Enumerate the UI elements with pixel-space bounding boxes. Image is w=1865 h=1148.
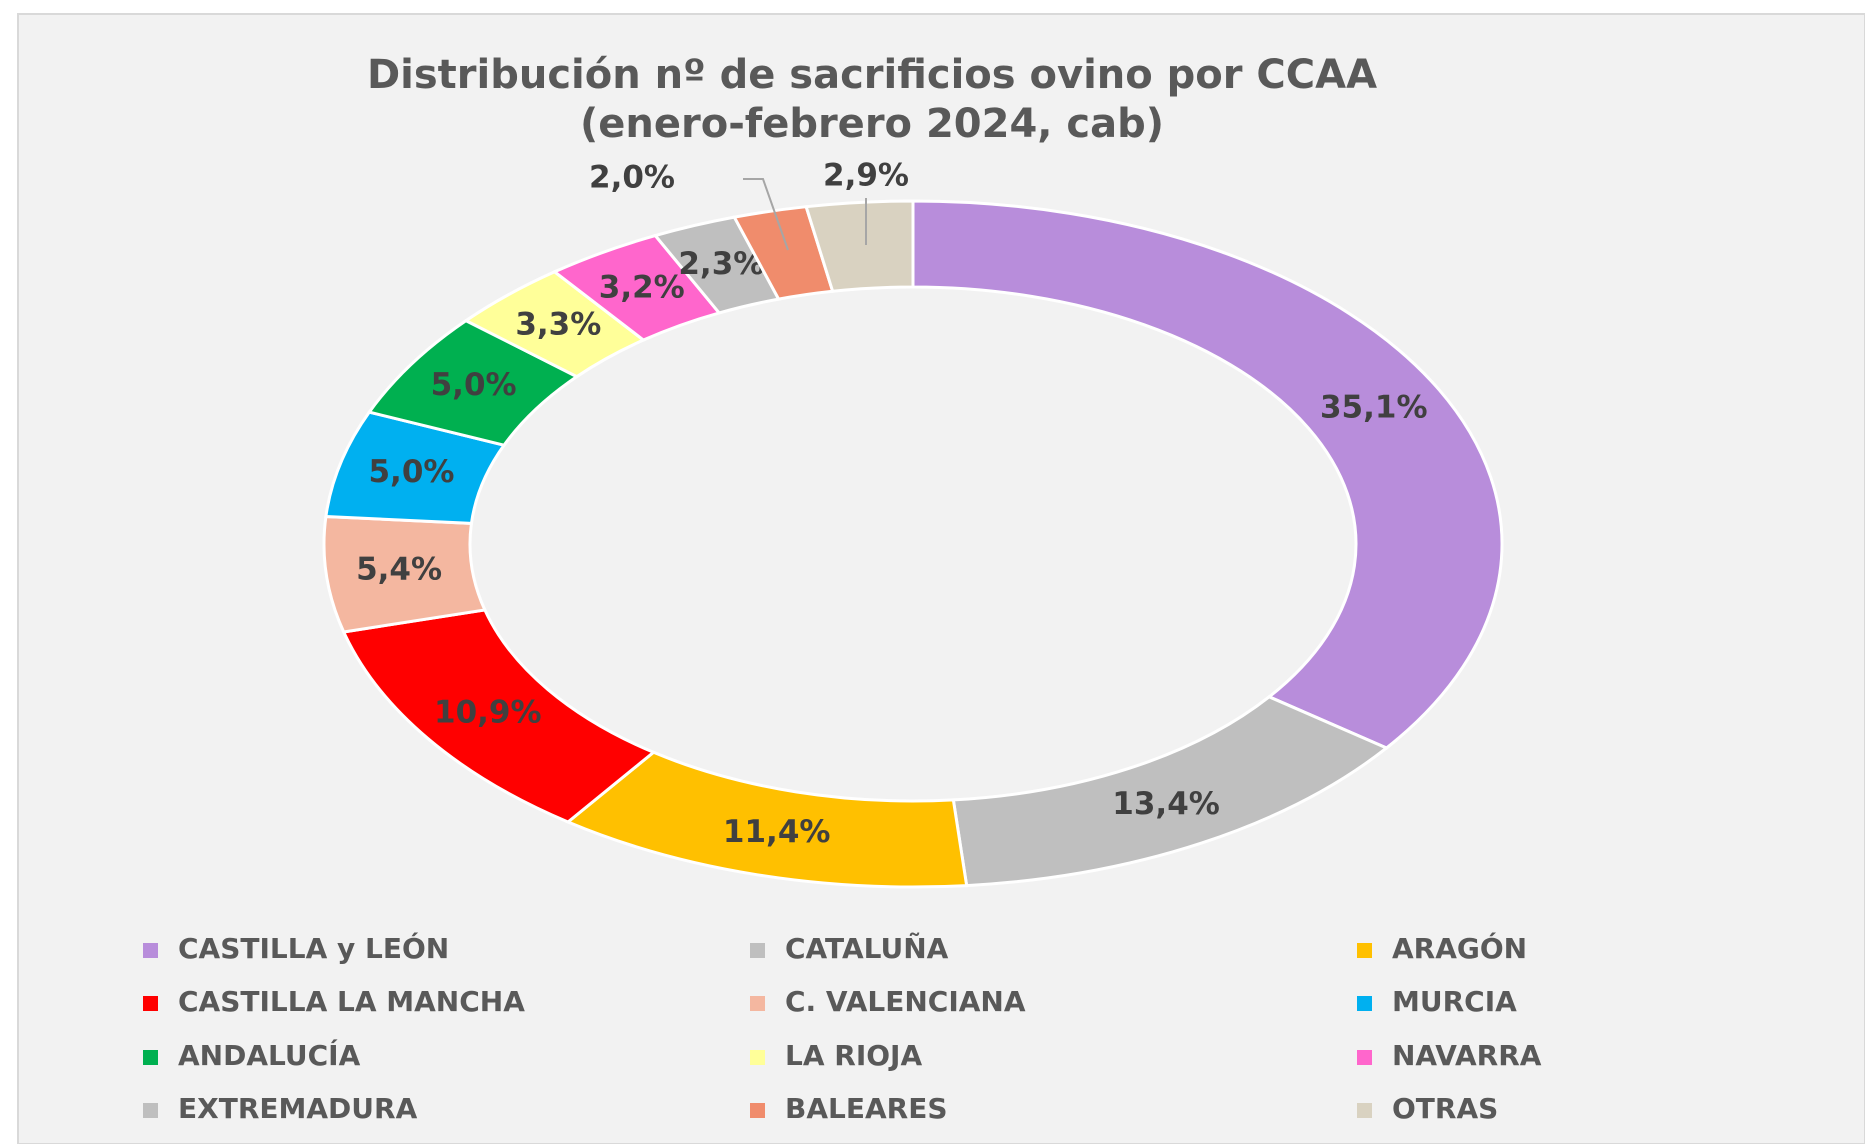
data-label: 2,3% xyxy=(678,246,764,282)
legend-label: BALEARES xyxy=(785,1092,948,1125)
legend-swatch xyxy=(750,1103,765,1118)
legend-swatch xyxy=(1357,1103,1372,1118)
legend-label: C. VALENCIANA xyxy=(785,985,1026,1018)
legend-label: ARAGÓN xyxy=(1392,931,1527,965)
legend-swatch xyxy=(750,943,765,958)
legend-swatch xyxy=(750,1050,765,1065)
data-label: 10,9% xyxy=(434,694,542,730)
legend-swatch xyxy=(1357,996,1372,1011)
legend-label: NAVARRA xyxy=(1392,1039,1542,1072)
legend-swatch xyxy=(1357,943,1372,958)
data-label: 35,1% xyxy=(1320,389,1428,425)
chart-title: Distribución nº de sacrificios ovino por… xyxy=(367,52,1377,98)
chart-area xyxy=(17,13,1865,1145)
legend-label: OTRAS xyxy=(1392,1092,1498,1125)
legend-label: EXTREMADURA xyxy=(178,1092,418,1125)
data-label: 13,4% xyxy=(1112,786,1220,822)
legend-label: CASTILLA LA MANCHA xyxy=(178,985,525,1018)
data-label: 2,9% xyxy=(823,158,909,194)
legend-swatch xyxy=(750,996,765,1011)
legend-swatch xyxy=(143,996,158,1011)
legend-label: LA RIOJA xyxy=(785,1039,922,1072)
legend-label: CASTILLA y LEÓN xyxy=(178,931,449,965)
data-label: 3,3% xyxy=(515,307,601,343)
donut-slice xyxy=(804,199,915,293)
leader-line xyxy=(743,178,789,251)
legend-label: CATALUÑA xyxy=(785,931,949,965)
data-label: 5,0% xyxy=(368,454,454,490)
legend-label: ANDALUCÍA xyxy=(178,1038,361,1072)
legend-swatch xyxy=(1357,1050,1372,1065)
chart-title: (enero-febrero 2024, cab) xyxy=(580,101,1164,147)
legend-swatch xyxy=(143,943,158,958)
data-label: 3,2% xyxy=(599,269,685,305)
data-label: 2,0% xyxy=(589,160,675,196)
legend-label: MURCIA xyxy=(1392,985,1517,1018)
data-label: 5,0% xyxy=(431,367,517,403)
data-label: 11,4% xyxy=(723,814,831,850)
donut-slice xyxy=(911,199,1504,750)
legend-swatch xyxy=(143,1103,158,1118)
data-label: 5,4% xyxy=(356,551,442,587)
legend-swatch xyxy=(143,1050,158,1065)
